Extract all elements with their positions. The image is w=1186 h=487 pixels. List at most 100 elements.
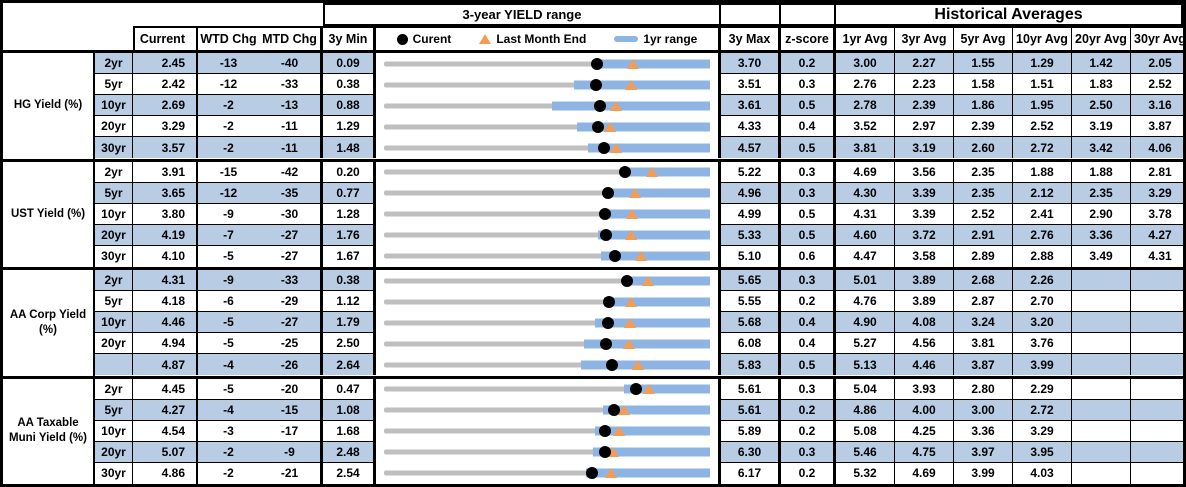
avg-3yr-cell: 3.19 (895, 137, 954, 159)
range-track (384, 386, 710, 392)
current-dot-icon (607, 404, 620, 417)
tenor-cell: 30yr (95, 462, 133, 484)
wtd-chg-cell: -13 (219, 56, 238, 71)
range-track (384, 320, 710, 326)
avg-5yr-cell: 3.99 (954, 462, 1013, 484)
chg-cell: -2 -11 (198, 137, 323, 159)
chg-cell: -5 -27 (198, 312, 323, 334)
avg-5yr-cell: 3.36 (954, 420, 1013, 442)
3y-max-cell: 6.30 (721, 441, 781, 463)
current-yield-cell: 4.18 (133, 291, 198, 313)
1yr-range-bar (604, 297, 710, 307)
avg-3yr-cell: 2.23 (895, 74, 954, 96)
3y-max-cell: 4.57 (721, 137, 781, 159)
yield-range-chart (376, 137, 721, 159)
3y-max-cell: 5.55 (721, 291, 781, 313)
avg-5yr-cell: 1.55 (954, 53, 1013, 75)
current-yield-cell: 3.80 (133, 203, 198, 225)
zscore-cell: 0.4 (781, 333, 836, 355)
header-tenor-spacer (95, 26, 133, 50)
chg-cell: -9 -33 (198, 270, 323, 292)
3y-min-cell: 1.76 (323, 224, 376, 246)
avg-10yr-cell: 3.76 (1013, 333, 1072, 355)
chg-cell: -5 -25 (198, 333, 323, 355)
wtd-chg-cell: -2 (223, 98, 234, 113)
current-dot-icon (599, 425, 612, 438)
table-row: 4.87 -4 -26 2.64 5.83 0.5 5.13 4.46 3.87… (95, 354, 1183, 376)
3y-min-cell: 0.88 (323, 95, 376, 117)
tenor-cell (95, 354, 133, 376)
avg-3yr-cell: 4.56 (895, 333, 954, 355)
current-dot-icon (590, 78, 603, 91)
avg-3yr-cell: 3.58 (895, 245, 954, 267)
current-yield-cell: 4.19 (133, 224, 198, 246)
avg-1yr-cell: 5.01 (836, 270, 895, 292)
avg-30yr-cell (1131, 312, 1183, 334)
tenor-cell: 5yr (95, 182, 133, 204)
header-top-blank-max (721, 3, 781, 26)
chart-legend: Curent Last Month End 1yr range (376, 26, 721, 50)
last-month-triangle-icon (643, 384, 656, 395)
range-track (384, 211, 710, 217)
current-dot-icon (630, 383, 643, 396)
range-track (384, 278, 710, 284)
last-month-triangle-icon (624, 230, 637, 241)
col-header-current: Current (133, 26, 198, 50)
wtd-chg-cell: -9 (223, 206, 234, 221)
avg-3yr-cell: 3.39 (895, 182, 954, 204)
3y-min-cell: 1.68 (323, 420, 376, 442)
legend-1yr-range-label: 1yr range (643, 32, 698, 46)
chg-cell: -6 -29 (198, 291, 323, 313)
range-track (384, 82, 710, 88)
avg-20yr-cell (1072, 312, 1131, 334)
current-yield-cell: 4.54 (133, 420, 198, 442)
avg-20yr-cell: 1.88 (1072, 161, 1131, 183)
avg-20yr-cell (1072, 270, 1131, 292)
avg-20yr-cell: 1.42 (1072, 53, 1131, 75)
yield-range-chart (376, 420, 721, 442)
current-dot-icon (600, 337, 613, 350)
current-dot-icon (599, 229, 612, 242)
group-2: UST Yield (%) 2yr 3.91 -15 -42 0.20 5.22… (3, 158, 1183, 267)
range-track (384, 169, 710, 175)
1yr-range-bar (577, 122, 710, 132)
header-row-columns: Current WTD Chg MTD Chg 3y Min Curent La… (3, 26, 1183, 53)
tenor-cell: 10yr (95, 312, 133, 334)
current-yield-cell: 4.87 (133, 354, 198, 376)
avg-30yr-cell: 2.52 (1131, 74, 1183, 96)
avg-5yr-cell: 3.00 (954, 399, 1013, 421)
group-3: AA Corp Yield (%) 2yr 4.31 -9 -33 0.38 5… (3, 267, 1183, 376)
avg-5yr-cell: 3.24 (954, 312, 1013, 334)
tenor-cell: 20yr (95, 224, 133, 246)
yield-range-chart (376, 354, 721, 376)
last-month-triangle-icon (624, 317, 637, 328)
col-header-20yr-avg: 20yr Avg (1072, 26, 1131, 50)
group-rows: 2yr 4.31 -9 -33 0.38 5.65 0.3 5.01 3.89 … (95, 270, 1183, 376)
table-row: 30yr 3.57 -2 -11 1.48 4.57 0.5 3.81 3.19… (95, 137, 1183, 159)
chg-cell: -2 -13 (198, 95, 323, 117)
zscore-cell: 0.3 (781, 182, 836, 204)
avg-1yr-cell: 4.60 (836, 224, 895, 246)
chg-cell: -3 -17 (198, 420, 323, 442)
3y-max-cell: 4.96 (721, 182, 781, 204)
zscore-cell: 0.2 (781, 291, 836, 313)
range-track (384, 124, 710, 130)
current-dot-icon (396, 33, 408, 45)
tenor-cell: 30yr (95, 137, 133, 159)
3y-min-cell: 1.67 (323, 245, 376, 267)
avg-10yr-cell: 3.95 (1013, 441, 1072, 463)
avg-30yr-cell: 3.87 (1131, 116, 1183, 138)
avg-1yr-cell: 5.46 (836, 441, 895, 463)
wtd-chg-cell: -6 (223, 294, 234, 309)
current-yield-cell: 4.94 (133, 333, 198, 355)
wtd-chg-cell: -2 (223, 466, 234, 481)
3y-max-cell: 5.61 (721, 399, 781, 421)
chg-cell: -2 -9 (198, 441, 323, 463)
col-header-mtd-chg: MTD Chg (262, 32, 317, 46)
avg-30yr-cell: 4.31 (1148, 249, 1172, 264)
range-track (384, 61, 710, 67)
table-row: 10yr 4.54 -3 -17 1.68 5.89 0.2 5.08 4.25… (95, 420, 1183, 442)
avg-1yr-cell: 5.27 (836, 333, 895, 355)
1yr-range-bar (573, 80, 710, 90)
range-track (384, 428, 710, 434)
